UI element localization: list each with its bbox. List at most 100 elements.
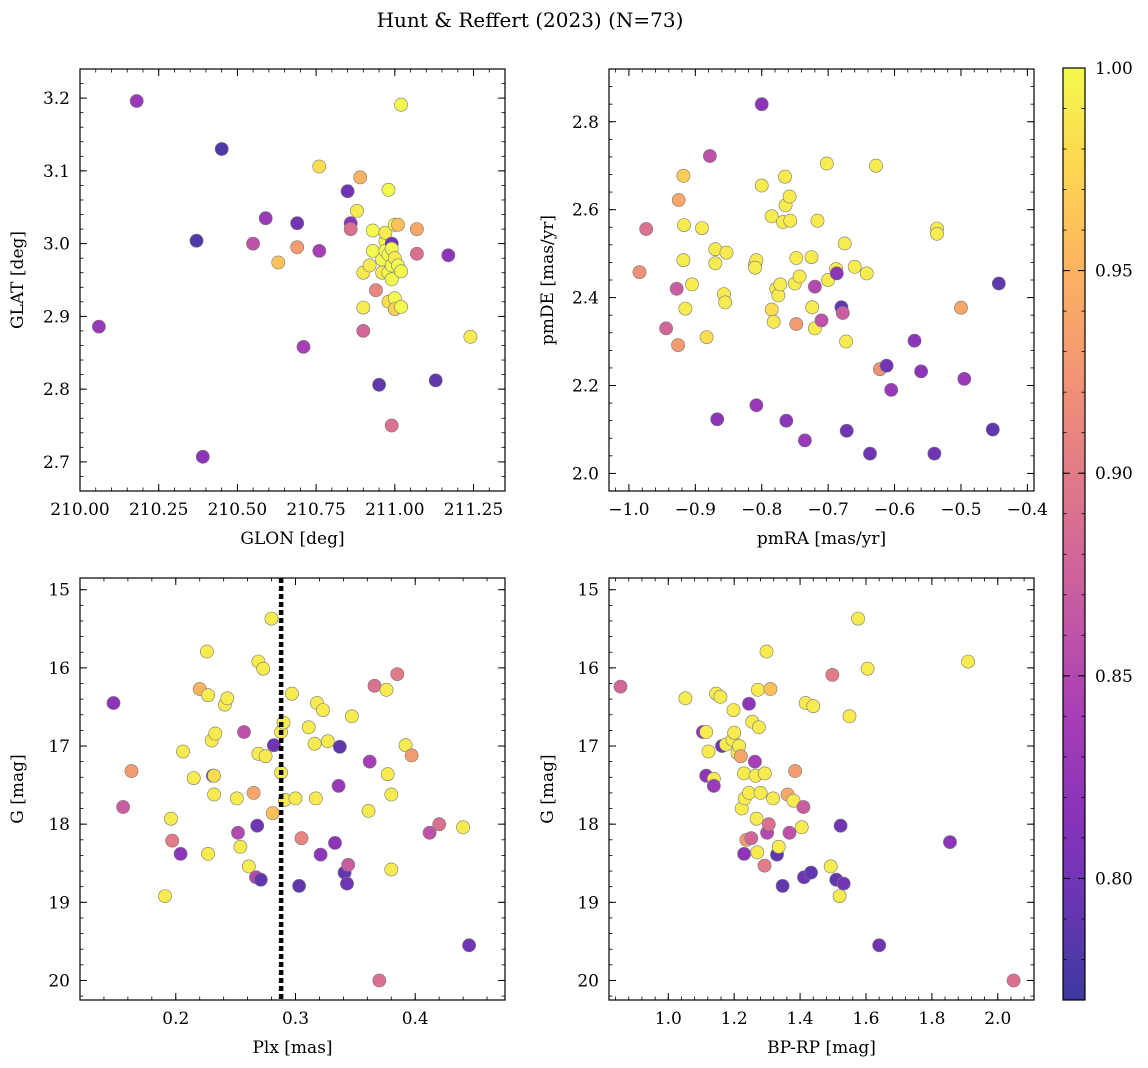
y-tick-label: 17 [48,737,70,757]
data-point [341,857,356,872]
data-point [409,246,424,261]
data-point [991,276,1006,291]
x-tick-label: −0.5 [940,500,981,520]
data-point [766,314,781,329]
data-point [930,226,944,241]
data-point [632,265,647,279]
x-tick-label: 1.8 [918,1009,945,1029]
data-point [379,682,394,697]
data-point [201,847,215,861]
data-point [207,768,221,783]
data-point [207,787,221,802]
data-point [116,800,130,814]
scatter-points [106,611,476,988]
data-point [639,222,654,236]
data-point [398,738,413,753]
data-point [1006,973,1021,988]
data-point [907,333,922,348]
data-point [836,876,851,891]
data-point [954,300,968,315]
data-point [779,413,794,428]
data-point [872,938,887,953]
figure-title: Hunt & Reffert (2023) (N=73) [377,8,684,32]
data-point [796,800,811,814]
data-point [759,644,774,659]
data-point [771,839,786,854]
y-axis-label: G [mag] [538,754,558,823]
data-point [837,236,852,251]
data-point [764,209,779,224]
x-tick-label: 0.3 [282,1009,309,1029]
x-tick-label: 0.4 [402,1009,429,1029]
axis-ticks [80,578,505,1000]
data-point [106,696,121,710]
data-point [462,938,476,953]
colorbar-tick-label: 0.95 [1095,262,1133,282]
data-point [316,703,330,717]
data-point [695,221,709,235]
data-point [312,243,327,258]
data-point [833,818,848,833]
data-point [229,791,244,806]
data-point [331,779,346,793]
y-tick-label: 2.9 [43,307,70,327]
data-point [726,703,741,717]
y-tick-label: 18 [48,815,70,835]
data-point [757,766,772,781]
data-point [713,689,728,704]
data-point [92,319,106,334]
y-tick-label: 19 [48,893,70,913]
x-tick-label: 0.2 [162,1009,189,1029]
data-point [671,193,686,207]
data-point [750,845,765,860]
data-point [253,872,268,887]
data-point [284,686,299,701]
data-point [764,302,779,317]
data-point [296,339,311,354]
data-point [832,889,847,903]
data-point [290,240,305,255]
axes-frame [608,577,1035,1001]
data-point [246,786,261,800]
x-tick-label: 1.6 [852,1009,879,1029]
data-point [677,218,691,232]
x-tick-label: 210.50 [208,500,267,520]
data-point [378,225,393,240]
data-point [208,726,223,741]
data-point [806,699,821,714]
data-point [199,644,214,659]
data-point [804,865,818,880]
data-point [819,156,834,171]
data-point [678,691,693,706]
y-tick-label: 17 [577,737,599,757]
x-tick-label: 210.75 [286,500,345,520]
data-point [701,744,716,759]
data-point [422,825,437,840]
data-point [456,820,470,835]
y-tick-label: 2.2 [572,377,599,397]
data-point [676,168,691,183]
data-point [292,879,306,893]
axes-frame [79,577,506,1001]
x-tick-label: 1.4 [787,1009,814,1029]
colorbar: 0.80 0.85 0.90 0.95 1.00 [1062,59,1133,1001]
y-tick-label: 2.6 [572,201,599,221]
y-axis-label: G [mag] [8,754,28,823]
colorbar-bar [1062,67,1086,1001]
data-point [271,255,286,270]
data-point [737,847,751,861]
data-point [789,317,804,331]
data-point [368,283,383,298]
data-point [773,277,788,292]
y-tick-label: 2.8 [43,380,70,400]
data-point [879,358,894,373]
data-point [860,661,875,676]
x-tick-label: −0.6 [874,500,915,520]
y-tick-label: 2.4 [572,289,599,309]
data-point [710,412,725,427]
data-point [328,836,342,850]
data-point [786,793,801,808]
y-tick-label: 2.0 [572,464,599,484]
data-point [173,847,188,861]
x-tick-label: −0.4 [1007,500,1048,520]
